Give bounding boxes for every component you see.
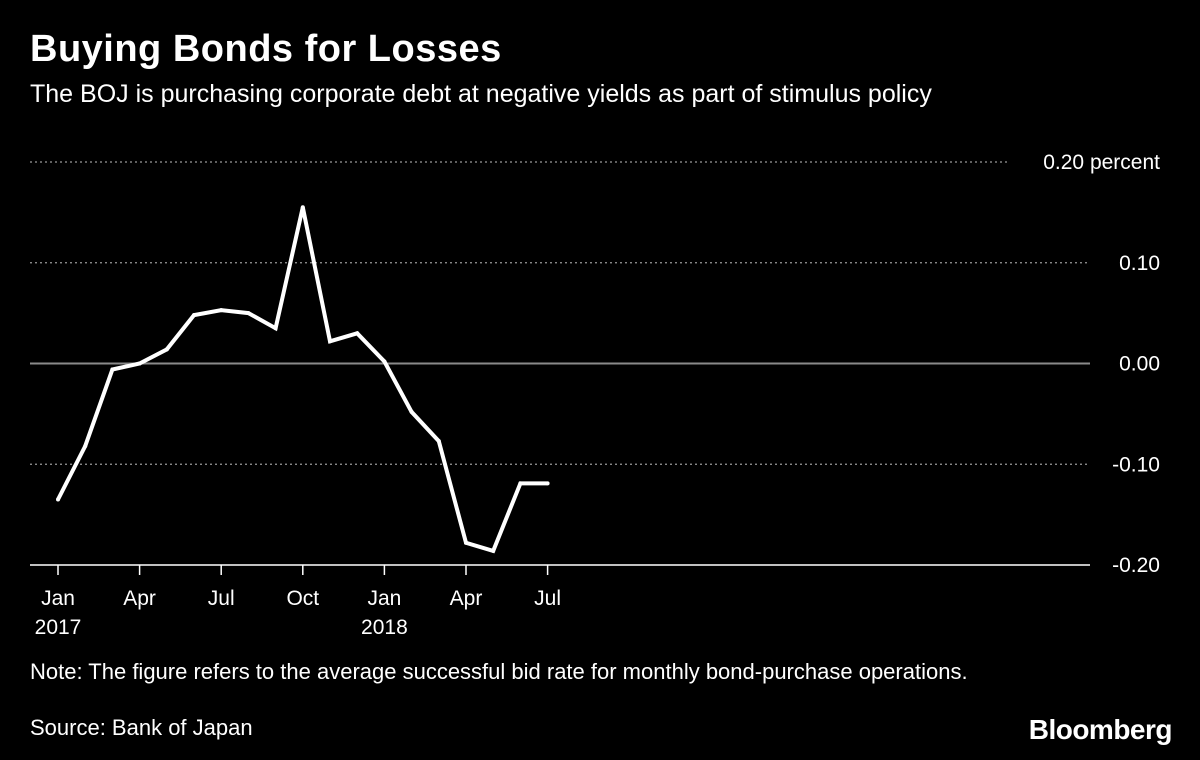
data-point [491, 548, 496, 553]
x-tick-label: Jan [41, 587, 75, 610]
y-tick-label: 0.00 [1119, 353, 1160, 376]
x-tick-label: Jul [534, 587, 561, 610]
data-point [436, 439, 441, 444]
data-point [192, 313, 196, 318]
x-tick-label: Jan [367, 587, 401, 610]
data-point [545, 481, 550, 486]
x-tick-year-label: 2017 [35, 616, 82, 639]
data-point [137, 361, 142, 366]
y-tick-label: -0.10 [1112, 453, 1160, 476]
x-tick-year-label: 2018 [361, 616, 408, 639]
x-axis [30, 564, 1090, 575]
chart-title: Buying Bonds for Losses [30, 28, 502, 70]
data-point [328, 339, 332, 344]
chart-source: Source: Bank of Japan [30, 715, 253, 740]
y-tick-label: 0.20 percent [1043, 151, 1160, 174]
data-point [56, 497, 60, 502]
chart-note: Note: The figure refers to the average s… [30, 659, 968, 684]
data-point [382, 359, 387, 364]
data-point [110, 367, 115, 372]
x-tick-label: Apr [450, 587, 483, 610]
bloomberg-logo: Bloomberg [1028, 714, 1173, 745]
data-point [273, 326, 278, 331]
series-line [56, 206, 548, 554]
chart-subtitle: The BOJ is purchasing corporate debt at … [30, 80, 932, 108]
x-tick-label: Jul [208, 587, 235, 610]
x-tick-label: Apr [123, 587, 156, 610]
data-point [300, 205, 305, 210]
data-point [83, 444, 88, 449]
series-layer [56, 205, 550, 554]
y-tick-label: 0.10 [1119, 252, 1160, 275]
data-point [464, 540, 468, 545]
data-point [219, 308, 224, 313]
grid-lines [30, 161, 1090, 465]
data-point [355, 331, 360, 336]
data-point [246, 311, 251, 316]
y-tick-label: -0.20 [1112, 554, 1160, 577]
x-tick-label: Oct [286, 587, 319, 610]
data-point [164, 347, 169, 352]
axis-labels: 0.20 percent 0.10 0.00 -0.10 -0.20 Jan 2017 Apr… [35, 151, 1161, 639]
data-point [518, 481, 523, 486]
data-point [409, 409, 414, 414]
